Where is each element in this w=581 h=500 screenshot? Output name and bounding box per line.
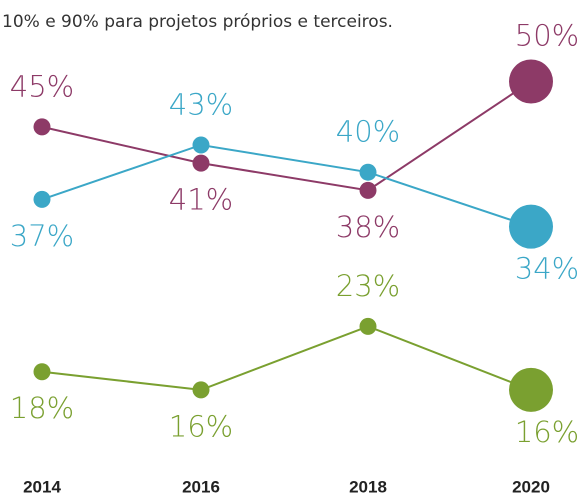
data-label: 16%	[169, 409, 233, 443]
series-line	[41, 325, 532, 391]
series-line	[41, 80, 532, 192]
data-point	[359, 317, 377, 335]
data-point	[359, 163, 377, 181]
data-label: 45%	[10, 69, 74, 103]
x-tick-label: 2016	[182, 477, 220, 496]
data-point	[192, 154, 210, 172]
data-label: 43%	[169, 87, 233, 121]
x-tick-label: 2014	[23, 477, 61, 496]
data-point	[33, 190, 51, 208]
data-point	[33, 118, 51, 136]
data-point	[509, 204, 553, 249]
data-label: 34%	[515, 252, 579, 286]
chart-subtitle: 10% e 90% para projetos próprios e terce…	[2, 12, 393, 32]
series-line	[41, 143, 532, 228]
data-point	[509, 367, 553, 412]
x-tick-label: 2018	[349, 477, 387, 496]
data-label: 50%	[515, 19, 579, 53]
x-tick-label: 2020	[512, 477, 550, 496]
data-label: 38%	[336, 210, 400, 244]
data-label: 18%	[10, 391, 74, 425]
data-point	[192, 136, 210, 154]
data-point	[192, 381, 210, 399]
data-label: 41%	[169, 183, 233, 217]
data-label: 40%	[336, 115, 400, 149]
data-point	[509, 59, 553, 104]
data-point	[33, 363, 51, 381]
data-label: 23%	[336, 269, 400, 303]
data-label: 37%	[10, 219, 74, 253]
data-point	[359, 181, 377, 199]
data-label: 16%	[515, 415, 579, 449]
